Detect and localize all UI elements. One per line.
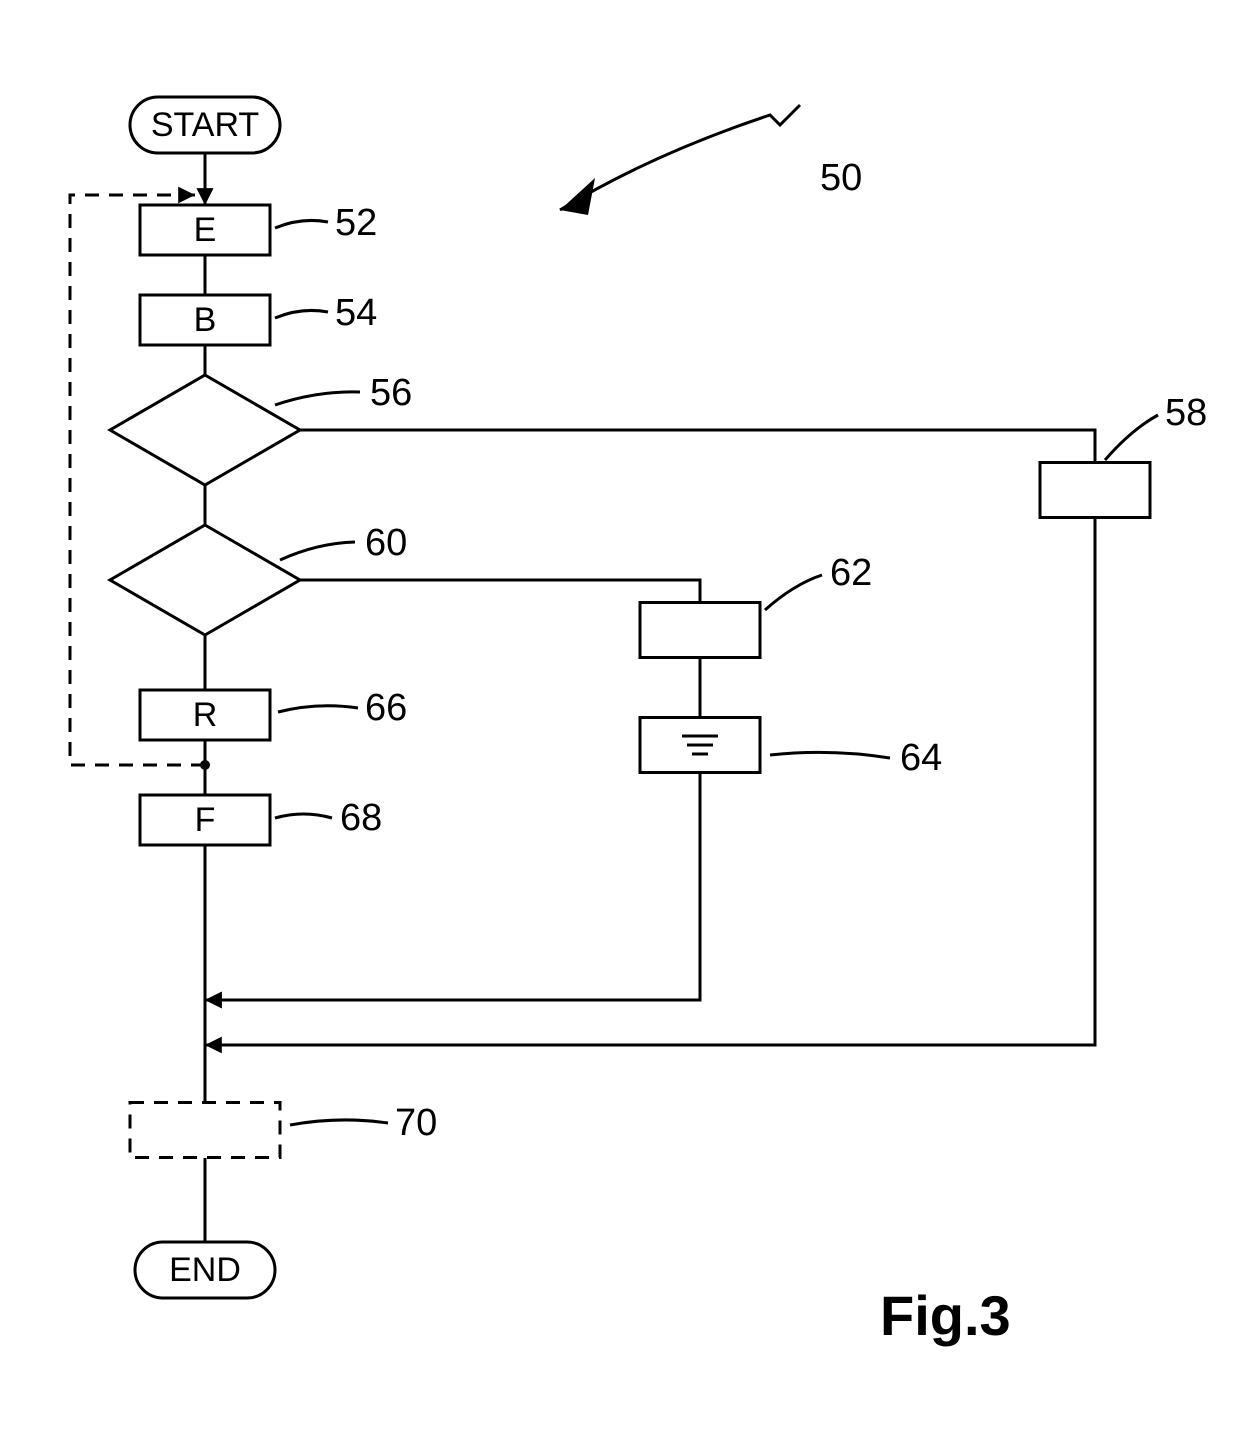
- ref-70: 70: [395, 1102, 437, 1144]
- process-node-70: [130, 1103, 280, 1158]
- process-node-58: [1040, 463, 1150, 518]
- end-label: END: [169, 1251, 241, 1289]
- decision-node-56: [110, 375, 300, 485]
- ref-54: 54: [335, 292, 377, 334]
- process-node-62: [640, 603, 760, 658]
- ref-64: 64: [900, 737, 942, 779]
- node-label-66: R: [193, 696, 218, 734]
- ref-52: 52: [335, 202, 377, 244]
- node-label-52: E: [194, 211, 217, 249]
- ref-50: 50: [820, 157, 862, 199]
- ref-60: 60: [365, 522, 407, 564]
- ref-62: 62: [830, 552, 872, 594]
- figure-label: Fig.3: [880, 1284, 1011, 1347]
- ref-66: 66: [365, 687, 407, 729]
- start-label: START: [151, 106, 259, 144]
- node-label-68: F: [195, 801, 216, 839]
- ref-68: 68: [340, 797, 382, 839]
- node-label-54: B: [194, 301, 217, 339]
- ref-56: 56: [370, 372, 412, 414]
- flowchart: START E B R F END 52 54 56 58 60 62 64 66 68 70 50 Fig.3: [0, 0, 1240, 1437]
- decision-node-60: [110, 525, 300, 635]
- ref-58: 58: [1165, 392, 1207, 434]
